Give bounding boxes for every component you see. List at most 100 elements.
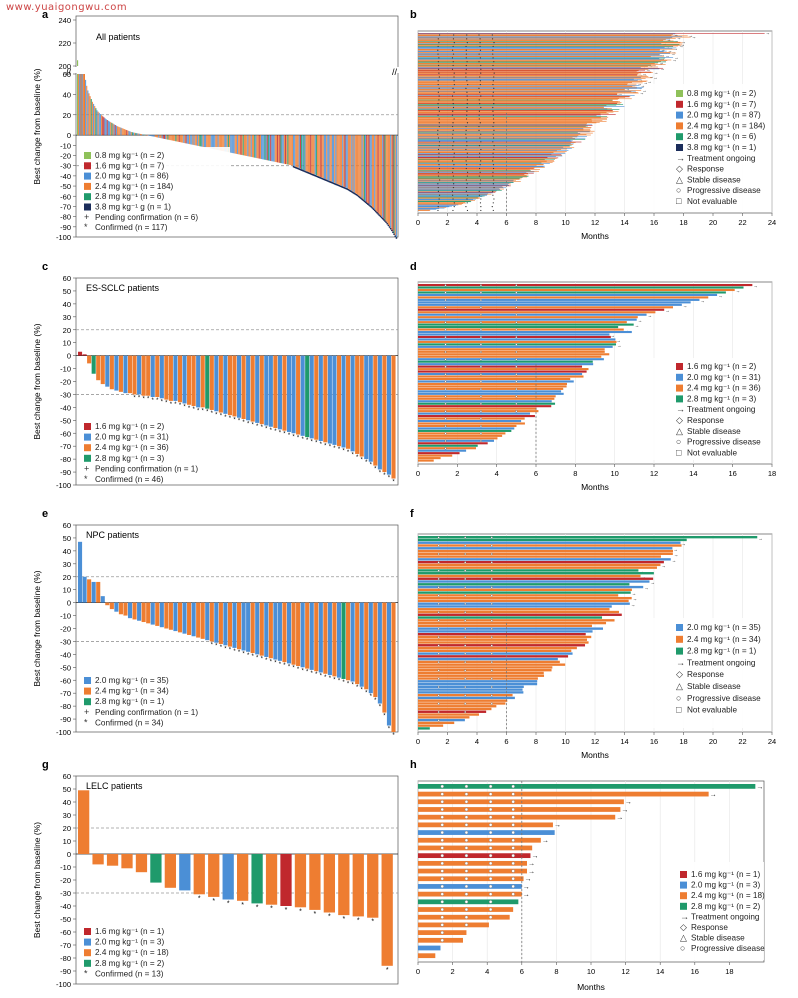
swim-bar xyxy=(418,566,657,569)
swim-bar xyxy=(418,41,681,43)
bar xyxy=(358,135,360,196)
response-marker xyxy=(493,186,495,189)
ongoing-marker: → xyxy=(523,884,530,891)
swim-bar xyxy=(418,51,664,53)
legend-d-label: 2.8 mg kg⁻¹ (n = 3) xyxy=(687,394,756,403)
ongoing-marker: → xyxy=(700,298,705,303)
legend-f-symbol: □ xyxy=(676,705,682,715)
response-marker xyxy=(452,186,455,189)
y-tick-label: -20 xyxy=(60,876,71,885)
swim-bar xyxy=(418,186,503,187)
bar xyxy=(135,132,137,136)
response-marker xyxy=(466,34,468,36)
x-tick-label: 16 xyxy=(728,469,736,478)
bar xyxy=(173,355,178,401)
x-tick-label: 6 xyxy=(534,469,538,478)
legend-a-label: 0.8 mg kg⁻¹ (n = 2) xyxy=(95,151,164,160)
response-marker xyxy=(479,103,481,105)
bar xyxy=(351,135,353,191)
bar xyxy=(141,134,143,136)
response-marker xyxy=(437,133,439,135)
bar xyxy=(264,602,269,657)
bar xyxy=(110,122,112,136)
swim-bar xyxy=(418,560,664,564)
response-marker xyxy=(452,179,454,181)
legend-b-label: 2.0 mg kg⁻¹ (n = 87) xyxy=(687,111,761,120)
confirmed-marker: * xyxy=(357,917,360,924)
confirmed-marker: * xyxy=(314,911,317,918)
bar xyxy=(105,602,110,606)
response-marker xyxy=(453,206,455,208)
swim-bar xyxy=(418,33,765,34)
bar xyxy=(171,135,173,141)
swim-bar xyxy=(418,186,504,188)
bar xyxy=(375,135,377,211)
bar xyxy=(114,355,119,391)
legend-b-symbol: ○ xyxy=(676,185,681,195)
response-marker xyxy=(466,106,468,109)
bar xyxy=(247,135,249,157)
swim-bar xyxy=(418,178,522,180)
swim-bar xyxy=(418,937,463,943)
legend-d-swatch xyxy=(676,363,683,370)
swim-bar xyxy=(418,541,681,544)
swim-bar xyxy=(418,303,682,306)
response-marker xyxy=(493,198,495,200)
swim-bar xyxy=(418,439,494,442)
response-marker xyxy=(490,552,493,556)
y-tick-label: -30 xyxy=(60,162,71,171)
legend-c-swatch xyxy=(84,444,91,452)
swim-bar xyxy=(418,191,497,192)
bar xyxy=(82,576,87,603)
swim-bar xyxy=(418,44,680,46)
y-tick-label: -90 xyxy=(60,468,71,477)
response-marker xyxy=(466,91,468,93)
response-marker xyxy=(444,402,447,405)
legend-e-label: 2.8 mg kg⁻¹ (n = 1) xyxy=(95,697,164,706)
confirmed-marker: * xyxy=(229,416,232,422)
bar xyxy=(179,854,191,891)
bar xyxy=(354,135,356,194)
response-marker xyxy=(515,380,518,383)
bar xyxy=(249,135,251,157)
swim-bar xyxy=(418,549,673,553)
legend-g-label: 2.0 mg kg⁻¹ (n = 3) xyxy=(95,938,164,947)
bar xyxy=(374,135,376,210)
confirmed-marker: * xyxy=(301,668,304,674)
response-marker xyxy=(464,577,467,581)
bar xyxy=(246,355,251,421)
swim-bar xyxy=(418,424,517,428)
response-marker xyxy=(444,432,447,435)
response-marker xyxy=(467,83,469,86)
swim-bar xyxy=(418,98,632,100)
ongoing-marker: → xyxy=(617,343,622,348)
legend-h-swatch xyxy=(680,892,687,900)
swim-bar xyxy=(418,677,538,680)
bar xyxy=(78,74,80,136)
confirmed-marker: * xyxy=(324,675,327,681)
y-tick-label: 240 xyxy=(58,16,71,25)
legend-b-swatch xyxy=(676,111,683,119)
bar xyxy=(235,135,237,154)
swim-bar xyxy=(418,284,753,287)
y-tick-label: -40 xyxy=(60,403,71,412)
ongoing-marker: → xyxy=(718,293,723,298)
bar xyxy=(83,74,85,136)
bar xyxy=(283,135,285,164)
bar xyxy=(300,602,305,668)
swim-bar xyxy=(418,62,659,63)
bar xyxy=(299,135,301,169)
swim-bar xyxy=(418,382,567,385)
swim-bar xyxy=(418,113,609,114)
swim-bar xyxy=(418,96,630,98)
bar xyxy=(117,126,119,136)
response-marker xyxy=(515,350,518,354)
response-marker xyxy=(479,49,482,51)
x-tick-label: 14 xyxy=(620,737,628,746)
bar xyxy=(255,602,260,655)
legend-c-symbol: * xyxy=(84,474,88,484)
response-marker xyxy=(492,202,494,204)
swim-bar xyxy=(418,34,673,35)
swim-bar xyxy=(418,55,662,56)
y-tick-label: -50 xyxy=(60,182,71,191)
